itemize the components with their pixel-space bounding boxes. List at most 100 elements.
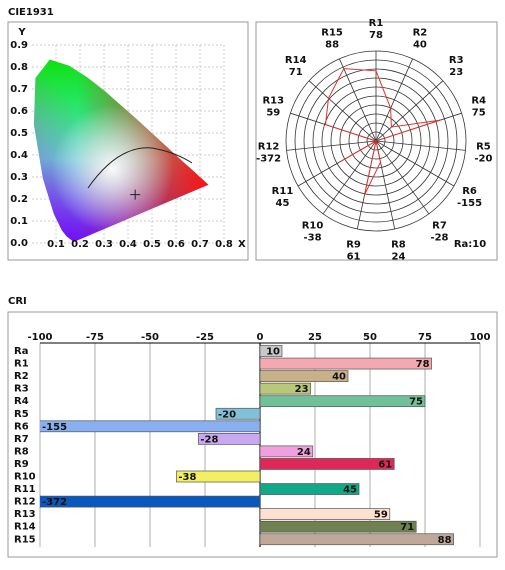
polar-value: -28 <box>430 233 448 244</box>
polar-value: -38 <box>303 233 321 244</box>
category-label: R6 <box>14 421 29 432</box>
bars <box>40 345 454 546</box>
spoke <box>375 140 455 187</box>
polar-label: R11 <box>272 186 294 197</box>
polar-value: -155 <box>457 198 482 209</box>
y-tick-label: 0.7 <box>10 84 28 95</box>
category-label: Ra <box>14 346 28 357</box>
bar <box>259 357 432 370</box>
value-label: -28 <box>200 434 218 445</box>
spoke <box>375 140 430 215</box>
spoke <box>375 58 413 142</box>
y-tick-label: 0.6 <box>10 106 28 117</box>
cri-title: CRI <box>8 296 27 307</box>
x-tick-label: 0.3 <box>95 239 113 250</box>
spoke <box>375 140 466 151</box>
x-tick-label: 0.1 <box>47 239 65 250</box>
locus-white <box>33 59 209 242</box>
category-label: R8 <box>14 446 29 457</box>
value-label: -372 <box>42 497 67 508</box>
category-label: R7 <box>14 434 29 445</box>
value-label: 10 <box>266 347 280 358</box>
category-label: R2 <box>14 371 29 382</box>
spectral-locus <box>33 59 209 242</box>
polar-value: 75 <box>472 107 486 118</box>
value-label: 71 <box>400 522 414 533</box>
category-label: R10 <box>14 472 36 483</box>
cri-polygon <box>324 68 441 195</box>
category-label: R3 <box>14 384 29 395</box>
measured-point <box>130 189 141 200</box>
spoke <box>322 140 377 215</box>
polar-value: 71 <box>289 67 303 78</box>
category-label: R5 <box>14 409 29 420</box>
x-tick-label: -100 <box>27 332 52 343</box>
x-tick-label: 50 <box>363 332 377 343</box>
polar-label: R8 <box>391 240 406 251</box>
bar <box>259 533 454 546</box>
x-tick-label: 0.2 <box>71 239 89 250</box>
y-tick-label: 0.0 <box>10 238 28 249</box>
category-label: R4 <box>14 396 29 407</box>
x-tick-label: -75 <box>86 332 104 343</box>
bar <box>215 407 261 420</box>
polar-value: -372 <box>256 154 281 165</box>
polar-label: R6 <box>462 186 477 197</box>
bar <box>259 508 391 520</box>
spoke <box>339 58 377 142</box>
category-label: R14 <box>14 522 36 533</box>
polar-label: R10 <box>302 221 324 232</box>
y-tick-label: 0.9 <box>10 40 28 51</box>
polar-label: R15 <box>321 28 343 39</box>
polar-value: 24 <box>391 252 405 263</box>
category-label: R13 <box>14 509 36 520</box>
spoke <box>375 80 444 142</box>
bar <box>259 345 283 357</box>
polar-label: R1 <box>369 18 384 29</box>
polar-label: R4 <box>471 95 486 106</box>
y-tick-label: 0.2 <box>10 194 28 205</box>
value-label: 59 <box>374 510 388 521</box>
polar-value: 40 <box>413 40 427 51</box>
polar-label: R3 <box>449 55 464 66</box>
category-label: R1 <box>14 359 29 370</box>
value-label: 78 <box>416 359 430 370</box>
bar <box>259 382 311 395</box>
polar-value: 88 <box>325 40 339 51</box>
x-tick-label: 75 <box>418 332 432 343</box>
polar-label: R7 <box>432 221 447 232</box>
category-label: R11 <box>14 484 36 495</box>
ra-note: Ra:10 <box>454 239 486 250</box>
y-tick-label: 0.5 <box>10 128 28 139</box>
value-label: -38 <box>178 472 196 483</box>
y-axis-label: Y <box>17 27 26 38</box>
value-label: 45 <box>343 485 357 496</box>
x-tick-label: 0.6 <box>167 239 185 250</box>
bar <box>259 483 360 495</box>
bar <box>259 370 349 382</box>
y-tick-label: 0.8 <box>10 62 28 73</box>
value-label: 61 <box>378 459 392 470</box>
polar-label: R12 <box>258 142 280 153</box>
polar-value: -20 <box>474 154 492 165</box>
x-tick-label: 0.8 <box>215 239 233 250</box>
spoke <box>308 80 377 142</box>
spoke <box>286 140 377 151</box>
value-label: -20 <box>218 409 236 420</box>
polar-label: R2 <box>413 28 428 39</box>
category-label: R12 <box>14 497 36 508</box>
x-tick-label: 100 <box>470 332 491 343</box>
x-axis-label: X <box>238 239 246 250</box>
x-tick-label: 0 <box>257 332 264 343</box>
polar-value: 23 <box>449 67 463 78</box>
polar-label: R14 <box>285 55 307 66</box>
x-tick-label: -25 <box>196 332 214 343</box>
category-label: R9 <box>14 459 29 470</box>
bar <box>198 433 261 445</box>
polar-value: 78 <box>369 30 383 41</box>
cie-title: CIE1931 <box>8 7 54 18</box>
value-label: 23 <box>295 384 309 395</box>
bar <box>259 520 417 533</box>
y-tick-label: 0.1 <box>10 216 28 227</box>
